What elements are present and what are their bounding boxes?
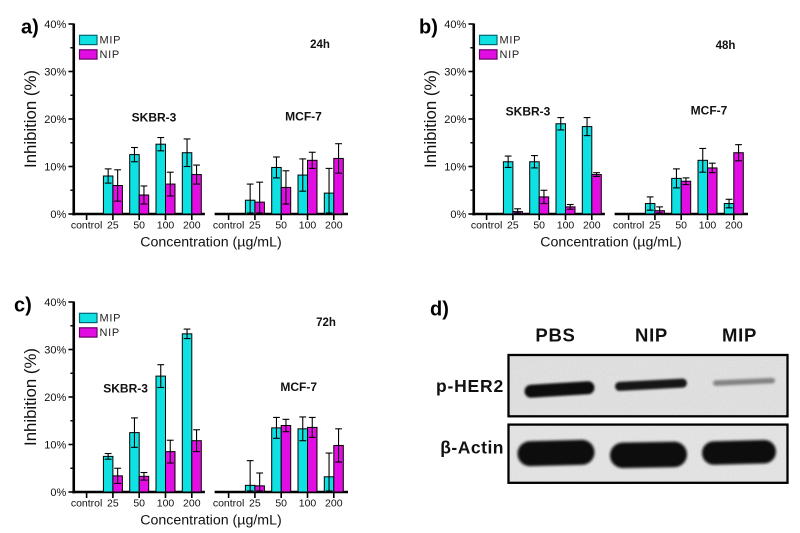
svg-text:25: 25: [507, 219, 519, 231]
svg-text:200: 200: [325, 497, 343, 509]
svg-text:b): b): [419, 17, 438, 39]
svg-text:100: 100: [557, 219, 575, 231]
svg-text:control: control: [71, 219, 103, 231]
svg-text:10%: 10%: [444, 161, 466, 173]
svg-text:50: 50: [675, 219, 687, 231]
svg-text:NIP: NIP: [100, 327, 120, 339]
svg-text:100: 100: [157, 497, 175, 509]
svg-text:0%: 0%: [50, 209, 66, 221]
svg-text:10%: 10%: [44, 161, 66, 173]
svg-text:0%: 0%: [50, 487, 66, 499]
svg-text:NIP: NIP: [635, 325, 668, 346]
svg-text:NIP: NIP: [100, 49, 120, 61]
svg-text:40%: 40%: [44, 297, 66, 309]
svg-text:50: 50: [533, 219, 545, 231]
svg-text:MIP: MIP: [500, 34, 522, 46]
svg-text:10%: 10%: [44, 439, 66, 451]
svg-text:25: 25: [649, 219, 661, 231]
svg-text:100: 100: [699, 219, 717, 231]
svg-text:Inhibition (%): Inhibition (%): [21, 348, 40, 446]
svg-text:20%: 20%: [44, 114, 66, 126]
svg-text:40%: 40%: [444, 19, 466, 31]
svg-text:30%: 30%: [444, 66, 466, 78]
svg-text:200: 200: [183, 497, 201, 509]
svg-text:SKBR-3: SKBR-3: [506, 105, 551, 119]
svg-text:40%: 40%: [44, 19, 66, 31]
svg-text:20%: 20%: [444, 114, 466, 126]
svg-text:25: 25: [249, 497, 261, 509]
svg-text:Concentration (µg/mL): Concentration (µg/mL): [140, 235, 281, 251]
svg-text:PBS: PBS: [535, 325, 575, 346]
svg-text:MCF-7: MCF-7: [691, 104, 728, 118]
svg-text:MIP: MIP: [100, 312, 122, 324]
svg-text:25: 25: [107, 497, 119, 509]
svg-text:control: control: [213, 497, 245, 509]
svg-text:MCF-7: MCF-7: [285, 110, 322, 124]
svg-text:SKBR-3: SKBR-3: [132, 111, 177, 125]
svg-text:200: 200: [183, 219, 201, 231]
svg-text:c): c): [14, 295, 32, 317]
svg-text:200: 200: [583, 219, 601, 231]
svg-text:Inhibition (%): Inhibition (%): [421, 70, 440, 168]
svg-text:72h: 72h: [316, 317, 336, 329]
svg-text:MIP: MIP: [100, 34, 122, 46]
svg-text:100: 100: [299, 219, 317, 231]
svg-text:48h: 48h: [716, 40, 736, 52]
svg-text:d): d): [430, 299, 449, 321]
svg-text:Inhibition (%): Inhibition (%): [21, 70, 40, 168]
svg-text:SKBR-3: SKBR-3: [103, 382, 148, 396]
svg-text:p-HER2: p-HER2: [436, 376, 504, 396]
svg-text:50: 50: [275, 219, 287, 231]
svg-text:30%: 30%: [44, 66, 66, 78]
svg-text:20%: 20%: [44, 392, 66, 404]
svg-text:Concentration (µg/mL): Concentration (µg/mL): [140, 513, 281, 529]
svg-text:200: 200: [325, 219, 343, 231]
svg-text:0%: 0%: [450, 209, 466, 221]
svg-text:100: 100: [299, 497, 317, 509]
svg-text:25: 25: [249, 219, 261, 231]
svg-text:50: 50: [133, 219, 145, 231]
svg-text:MIP: MIP: [722, 325, 757, 346]
svg-text:50: 50: [275, 497, 287, 509]
svg-text:control: control: [213, 219, 245, 231]
svg-text:100: 100: [157, 219, 175, 231]
svg-text:β-Actin: β-Actin: [440, 438, 504, 458]
svg-text:control: control: [471, 219, 503, 231]
svg-text:MCF-7: MCF-7: [280, 380, 317, 394]
svg-text:control: control: [613, 219, 645, 231]
svg-text:control: control: [71, 497, 103, 509]
svg-text:30%: 30%: [44, 344, 66, 356]
svg-text:200: 200: [725, 219, 743, 231]
svg-text:24h: 24h: [310, 39, 330, 51]
svg-text:NIP: NIP: [500, 49, 520, 61]
svg-text:a): a): [21, 17, 39, 39]
svg-text:25: 25: [107, 219, 119, 231]
svg-text:Concentration (µg/mL): Concentration (µg/mL): [540, 235, 681, 251]
svg-text:50: 50: [133, 497, 145, 509]
